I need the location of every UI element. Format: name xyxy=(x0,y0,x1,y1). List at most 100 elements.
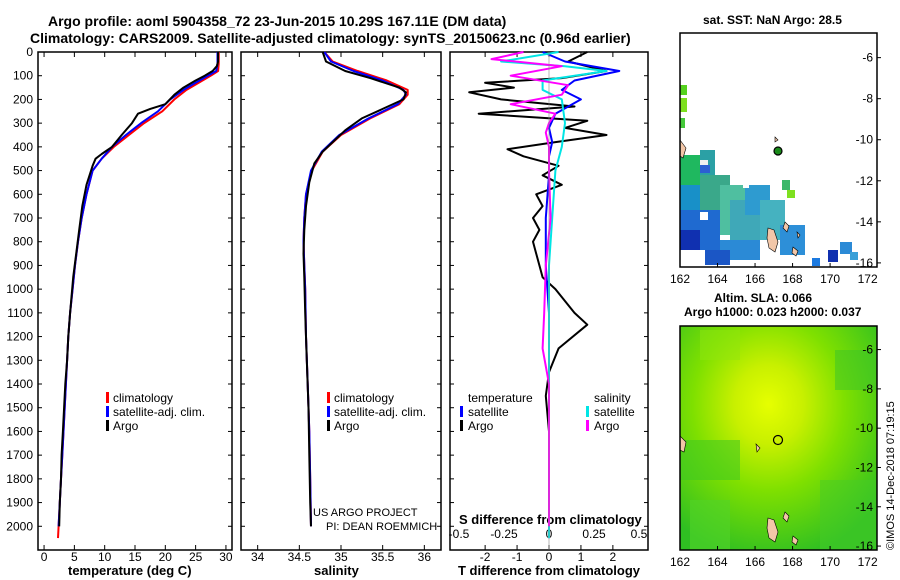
map-x-tick-label: 164 xyxy=(708,272,728,286)
map-x-tick-label: 166 xyxy=(745,555,765,569)
legend-swatch-s-argo xyxy=(586,420,589,431)
x-tick-label: 30 xyxy=(219,550,233,564)
x-tick-label: 35 xyxy=(334,550,348,564)
legend-title-temperature: temperature xyxy=(468,391,533,405)
temperature-legend: climatology satellite-adj. clim. Argo xyxy=(106,391,205,433)
s-diff-tick-label: 0.25 xyxy=(582,527,606,541)
map-y-tick-label: -16 xyxy=(856,256,874,270)
sst-map-cells xyxy=(680,85,858,266)
legend-swatch-s-satellite xyxy=(586,406,589,417)
series-line-argo xyxy=(302,51,407,527)
map-y-tick-label: -8 xyxy=(862,92,873,106)
depth-tick-label: 100 xyxy=(13,69,33,83)
sla-map-title-1: Altim. SLA: 0.066 xyxy=(714,291,812,305)
map-x-tick-label: 162 xyxy=(670,555,690,569)
map-x-tick-label: 170 xyxy=(820,555,840,569)
legend-label-climatology: climatology xyxy=(334,391,394,405)
legend-label-t-argo: Argo xyxy=(468,419,494,433)
depth-tick-label: 1000 xyxy=(6,282,33,296)
map-y-tick-label: -12 xyxy=(856,460,874,474)
depth-tick-label: 1100 xyxy=(7,306,33,320)
x-tick-label: 34 xyxy=(251,550,265,564)
map-y-tick-label: -10 xyxy=(856,421,874,435)
depth-tick-label: 400 xyxy=(13,140,33,154)
x-tick-label: 0 xyxy=(41,550,48,564)
depth-tick-label: 800 xyxy=(13,235,33,249)
temperature-axis-label: temperature (deg C) xyxy=(68,563,192,578)
legend-label-satellite: satellite-adj. clim. xyxy=(334,405,426,419)
salinity-axis-label: salinity xyxy=(314,563,360,578)
series-line-s-argo xyxy=(490,51,570,527)
legend-swatch-climatology xyxy=(106,392,109,403)
series-line-satellite-adj-clim- xyxy=(57,52,219,527)
map-y-tick-label: -6 xyxy=(862,51,873,65)
x-tick-label: 5 xyxy=(71,550,78,564)
depth-tick-label: 1800 xyxy=(6,472,33,486)
x-tick-label: 20 xyxy=(159,550,173,564)
legend-swatch-t-satellite xyxy=(460,406,463,417)
x-tick-label: 1 xyxy=(578,550,585,564)
map-x-tick-label: 170 xyxy=(820,272,840,286)
map-y-tick-label: -14 xyxy=(856,500,874,514)
temperature-axis: 0 5 10 15 20 25 30 xyxy=(41,52,233,564)
map-x-tick-label: 172 xyxy=(858,272,878,286)
x-tick-label: 10 xyxy=(98,550,112,564)
x-tick-label: -1 xyxy=(512,550,523,564)
depth-tick-label: 1200 xyxy=(6,330,33,344)
map-y-tick-label: -14 xyxy=(856,215,874,229)
series-line-t-argo xyxy=(468,51,608,527)
map-x-tick-label: 162 xyxy=(670,272,690,286)
x-tick-label: 35.5 xyxy=(371,550,395,564)
s-difference-axis-label: S difference from climatology xyxy=(459,512,643,527)
depth-tick-label: 1700 xyxy=(6,448,33,462)
map-y-tick-label: -8 xyxy=(862,382,873,396)
series-line-s-satellite xyxy=(500,51,608,539)
depth-axis-ticks xyxy=(38,51,648,527)
argo-float-marker xyxy=(772,434,784,446)
legend-swatch-argo xyxy=(106,420,109,431)
sst-map-title: sat. SST: NaN Argo: 28.5 xyxy=(703,13,842,27)
sla-map-title-2: Argo h1000: 0.023 h2000: 0.037 xyxy=(684,305,862,319)
sst-map-axes: 162 164 166 168 170 172 -6 -8 -10 -12 -14 -16 xyxy=(670,51,881,286)
x-tick-label: 34.5 xyxy=(288,550,312,564)
x-tick-label: 36 xyxy=(418,550,432,564)
legend-label-argo: Argo xyxy=(113,419,139,433)
profile-lines xyxy=(57,51,621,550)
s-diff-tick-label: 0.5 xyxy=(631,527,648,541)
watermark: ©IMOS 14-Dec-2018 07:19:15 xyxy=(885,401,897,550)
map-x-tick-label: 164 xyxy=(708,555,728,569)
map-y-tick-label: -12 xyxy=(856,174,874,188)
map-y-tick-label: -6 xyxy=(862,343,873,357)
depth-tick-label: 1500 xyxy=(6,401,33,415)
legend-label-climatology: climatology xyxy=(113,391,173,405)
map-x-tick-label: 168 xyxy=(783,272,803,286)
map-x-tick-label: 168 xyxy=(783,555,803,569)
s-difference-axis: -0.5 -0.25 0 0.25 0.5 xyxy=(449,527,648,541)
legend-swatch-satellite xyxy=(327,406,330,417)
depth-tick-label: 700 xyxy=(13,211,33,225)
x-tick-label: 25 xyxy=(189,550,203,564)
depth-tick-label: 1300 xyxy=(6,353,33,367)
map-y-tick-label: -10 xyxy=(856,133,874,147)
series-line-t-satellite xyxy=(542,51,621,539)
s-diff-tick-label: -0.5 xyxy=(449,527,470,541)
t-difference-axis-label: T difference from climatology xyxy=(458,563,641,578)
depth-tick-label: 900 xyxy=(13,258,33,272)
x-tick-label: 15 xyxy=(128,550,142,564)
depth-tick-label: 0 xyxy=(26,45,33,59)
legend-label-s-argo: Argo xyxy=(594,419,620,433)
sla-map-field xyxy=(680,326,877,550)
s-diff-tick-label: -0.25 xyxy=(490,527,518,541)
argo-float-marker xyxy=(773,146,783,156)
depth-tick-label: 1400 xyxy=(6,377,33,391)
depth-tick-label: 200 xyxy=(13,92,33,106)
legend-title-salinity: salinity xyxy=(594,391,631,405)
legend-label-t-satellite: satellite xyxy=(468,405,509,419)
depth-tick-label: 1900 xyxy=(6,496,33,510)
legend-swatch-t-argo xyxy=(460,420,463,431)
map-x-tick-label: 166 xyxy=(745,272,765,286)
map-y-tick-label: -16 xyxy=(856,539,874,553)
depth-tick-label: 1600 xyxy=(6,424,33,438)
salinity-legend: climatology satellite-adj. clim. Argo xyxy=(327,391,426,433)
